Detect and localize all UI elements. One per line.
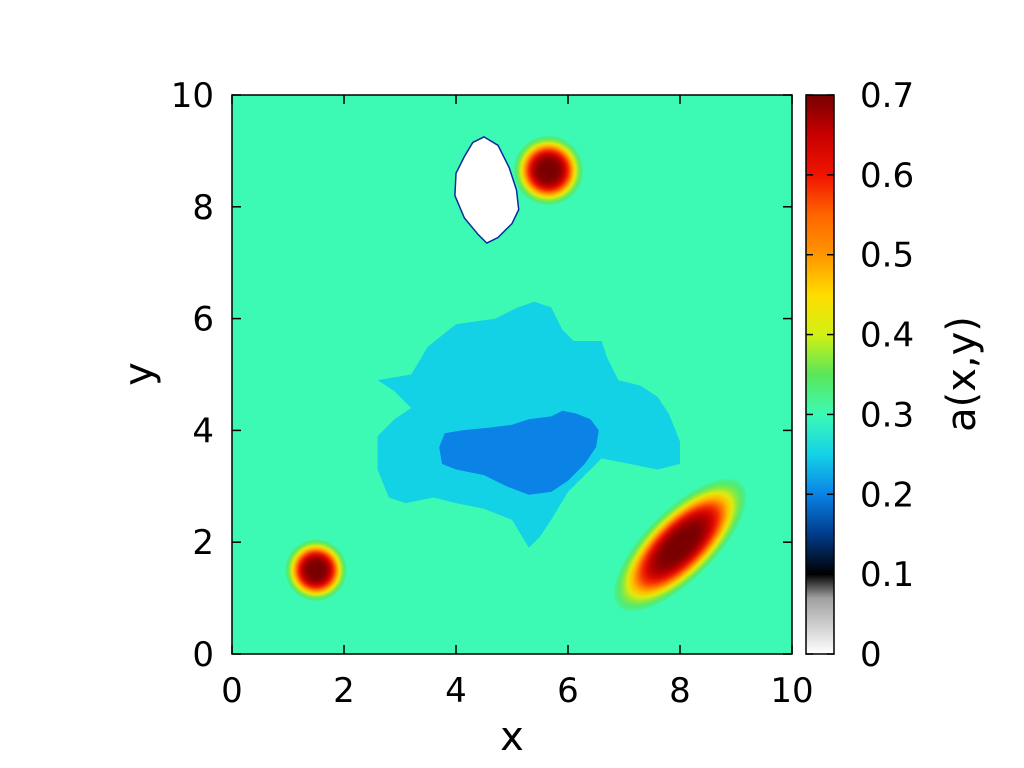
colorbar-tick-label: 0.7	[860, 76, 914, 116]
heatmap-region	[439, 410, 599, 495]
colorbar-tick-label: 0.4	[860, 316, 914, 356]
heatmap-peak	[285, 539, 347, 601]
y-tick-label: 4	[192, 411, 214, 451]
y-tick-label: 6	[192, 300, 214, 340]
x-tick-label: 6	[557, 671, 579, 711]
heatmap-region	[454, 136, 520, 245]
colorbar-tick-label: 0.5	[860, 236, 914, 276]
y-tick-label: 10	[171, 76, 214, 116]
colorbar-tick-label: 0.1	[860, 555, 914, 595]
x-tick-label: 10	[770, 671, 813, 711]
y-tick-label: 0	[192, 635, 214, 675]
colorbar-tick-label: 0.2	[860, 475, 914, 515]
colorbar	[805, 94, 835, 655]
y-axis-label: y	[116, 362, 162, 386]
x-tick-label: 4	[445, 671, 467, 711]
colorbar-tick-label: 0	[860, 635, 882, 675]
plot-frame	[231, 94, 793, 655]
colorbar-label: a(x,y)	[939, 316, 985, 432]
x-tick-label: 2	[333, 671, 355, 711]
colorbar-tick-label: 0.6	[860, 156, 914, 196]
heatmap-peak	[613, 478, 747, 612]
colorbar-tick-label: 0.3	[860, 395, 914, 435]
x-tick-label: 0	[221, 671, 243, 711]
x-tick-label: 8	[669, 671, 691, 711]
y-tick-label: 8	[192, 188, 214, 228]
x-axis-label: x	[500, 714, 524, 760]
heatmap-peak	[513, 135, 584, 206]
y-tick-label: 2	[192, 523, 214, 563]
